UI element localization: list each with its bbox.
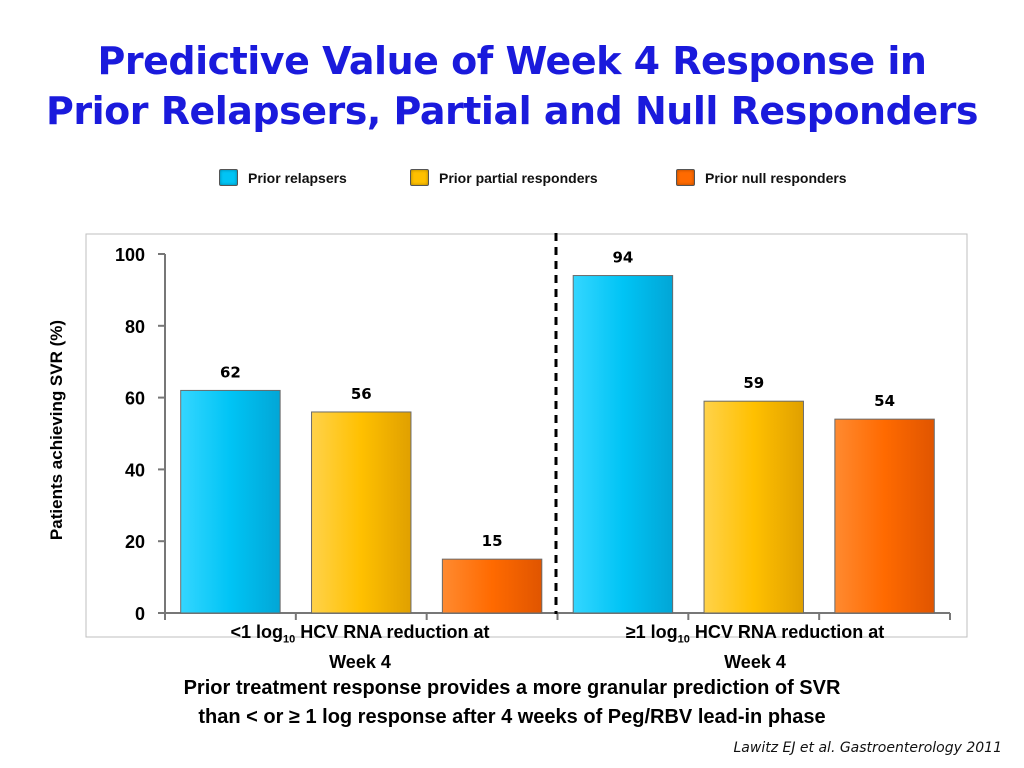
legend-label-null: Prior null responders — [705, 169, 847, 186]
category-label-low-line1: <1 log10 HCV RNA reduction at — [230, 622, 490, 646]
legend-label-partial: Prior partial responders — [439, 169, 598, 186]
chart-legend: Prior relapsers Prior partial responders… — [0, 169, 1024, 189]
footnote: Prior treatment response provides a more… — [0, 674, 1024, 732]
bar-2-group-2 — [703, 400, 804, 614]
slide-title: Predictive Value of Week 4 Response in P… — [0, 36, 1024, 136]
legend-label-relapsers: Prior relapsers — [248, 169, 347, 186]
y-tick-label: 0 — [135, 604, 145, 624]
category-label-high-line1: ≥1 log10 HCV RNA reduction at — [625, 622, 885, 646]
category-label-high: ≥1 log10 HCV RNA reduction at Week 4 — [580, 621, 930, 673]
y-tick-label: 100 — [115, 245, 145, 265]
y-tick-label: 60 — [125, 389, 145, 409]
bar-1-group-2 — [572, 275, 674, 614]
title-line-2: Prior Relapsers, Partial and Null Respon… — [46, 89, 978, 133]
footnote-line-1: Prior treatment response provides a more… — [183, 677, 841, 699]
bar-3-group-2 — [834, 418, 935, 614]
legend-swatch-relapsers — [219, 169, 238, 186]
bar-value-label: 56 — [351, 385, 372, 403]
y-tick-label: 40 — [125, 460, 145, 480]
legend-item-relapsers: Prior relapsers — [219, 169, 347, 186]
bar-value-label: 59 — [743, 374, 764, 392]
bar-1-group-1 — [180, 389, 281, 614]
bar-value-label: 15 — [482, 532, 503, 550]
legend-item-partial: Prior partial responders — [410, 169, 598, 186]
legend-swatch-null — [676, 169, 695, 186]
title-line-1: Predictive Value of Week 4 Response in — [97, 39, 928, 83]
bar-2-group-1 — [311, 411, 412, 614]
y-tick-label: 20 — [125, 532, 145, 552]
legend-swatch-partial — [410, 169, 429, 186]
y-tick-label: 80 — [125, 317, 145, 337]
category-label-high-line2: Week 4 — [724, 651, 786, 672]
footnote-line-2: than < or ≥ 1 log response after 4 weeks… — [198, 706, 826, 728]
bar-3-group-1 — [441, 558, 543, 614]
y-axis-label: Patients achieving SVR (%) — [47, 319, 66, 541]
legend-item-null: Prior null responders — [676, 169, 847, 186]
category-label-low-line2: Week 4 — [329, 651, 391, 672]
bar-value-label: 62 — [220, 363, 241, 381]
category-label-low: <1 log10 HCV RNA reduction at Week 4 — [185, 621, 535, 673]
bar-value-label: 54 — [874, 392, 895, 410]
citation: Lawitz EJ et al. Gastroenterology 2011 — [733, 740, 1002, 756]
bar-value-label: 94 — [612, 249, 633, 267]
